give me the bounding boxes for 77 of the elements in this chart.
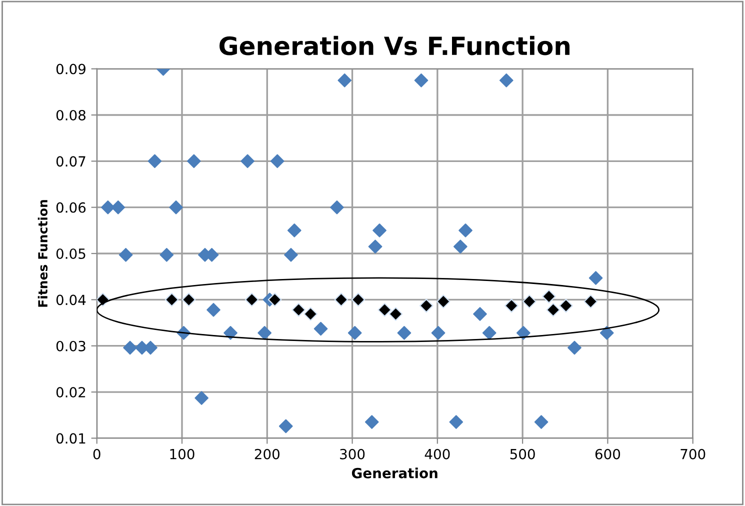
point — [182, 292, 196, 307]
point — [334, 292, 348, 307]
point — [101, 200, 115, 214]
point — [559, 298, 573, 313]
point — [330, 200, 344, 214]
point — [419, 298, 434, 313]
x-axis-title: Generation — [352, 468, 438, 478]
point — [186, 154, 201, 168]
point — [504, 298, 518, 313]
point — [351, 292, 366, 307]
point — [378, 302, 392, 317]
point — [244, 292, 259, 307]
point — [338, 73, 352, 88]
point — [292, 302, 306, 317]
x-tick-label: 400 — [424, 448, 450, 460]
point — [164, 292, 179, 307]
point — [588, 271, 603, 285]
y-tick-label: 0.08 — [56, 110, 86, 120]
x-tick-label: 200 — [254, 448, 280, 460]
point — [368, 240, 382, 254]
x-tick-label: 100 — [170, 448, 194, 460]
point — [224, 326, 238, 340]
y-tick-label: 0.03 — [56, 340, 86, 352]
y-tick-label: 0.02 — [56, 386, 86, 398]
point — [148, 154, 162, 168]
point — [194, 391, 208, 405]
point — [546, 302, 560, 317]
point — [348, 326, 362, 340]
point — [453, 240, 468, 254]
point — [458, 224, 472, 238]
y-tick-label: 0.09 — [56, 64, 86, 74]
point — [206, 302, 220, 317]
point — [473, 307, 487, 321]
point — [388, 307, 403, 321]
point — [499, 73, 514, 88]
point — [414, 73, 428, 88]
point — [240, 154, 254, 168]
point — [123, 340, 137, 355]
point — [96, 292, 110, 307]
point — [600, 326, 614, 340]
point — [160, 248, 174, 262]
point — [542, 290, 556, 304]
point — [314, 322, 328, 336]
point — [397, 326, 412, 340]
chart-title: Generation Vs F.Function — [220, 36, 570, 56]
point — [278, 419, 293, 434]
point — [436, 294, 450, 308]
y-tick-label: 0.04 — [56, 294, 86, 306]
y-tick-label: 0.01 — [56, 433, 86, 444]
point — [287, 224, 302, 238]
point — [111, 200, 126, 214]
point — [258, 326, 272, 340]
y-tick-label: 0.05 — [56, 248, 86, 259]
point — [534, 415, 548, 429]
point — [568, 340, 582, 355]
point — [284, 248, 298, 262]
point — [516, 326, 530, 340]
x-tick-label: 500 — [510, 448, 535, 460]
y-axis-title: Fitnes Function — [38, 200, 48, 307]
y-tick-label: 0.07 — [56, 156, 86, 167]
x-tick-label: 0 — [93, 448, 100, 460]
x-tick-label: 700 — [680, 448, 706, 460]
point — [482, 326, 496, 340]
point — [372, 224, 386, 238]
point — [118, 248, 133, 262]
point — [364, 415, 379, 429]
point — [304, 307, 318, 321]
point — [268, 292, 282, 307]
point — [522, 294, 536, 308]
point — [431, 326, 446, 340]
x-tick-label: 600 — [595, 448, 620, 460]
point — [449, 415, 464, 429]
point — [169, 200, 183, 214]
point — [584, 294, 598, 308]
y-tick-label: 0.06 — [56, 202, 86, 213]
point — [270, 154, 284, 168]
x-tick-label: 300 — [340, 448, 365, 460]
